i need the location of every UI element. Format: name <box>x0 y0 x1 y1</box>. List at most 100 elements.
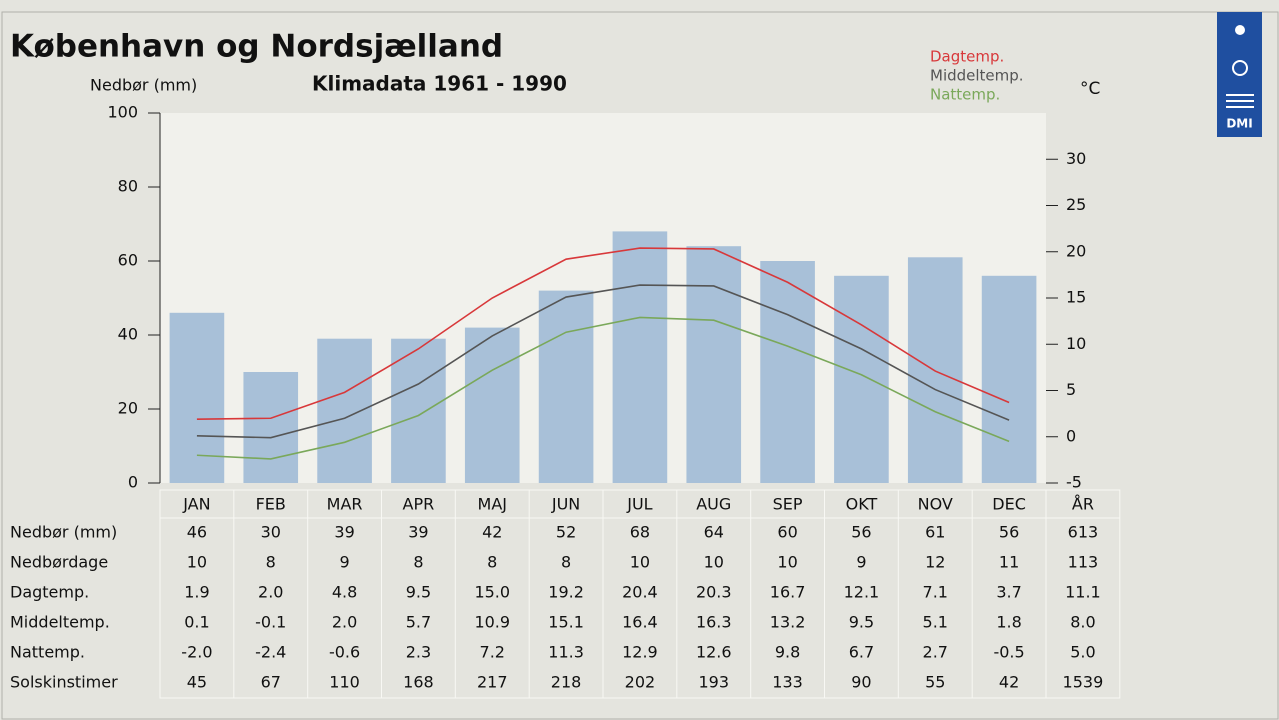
subtitle: Klimadata 1961 - 1990 <box>312 72 567 96</box>
line <box>196 247 1010 420</box>
table-cell: 20.4 <box>622 583 658 602</box>
y2-tick-label: 25 <box>1066 195 1086 214</box>
table-cell: 60 <box>777 523 797 542</box>
table-header: JUL <box>626 495 652 514</box>
table-cell: 217 <box>477 673 508 692</box>
table-cell: 202 <box>625 673 656 692</box>
table-cell: 3.7 <box>996 583 1021 602</box>
legend-entry: Nattemp. <box>930 86 1000 104</box>
table-cell: 39 <box>334 523 354 542</box>
y2-tick-label: 0 <box>1066 426 1076 445</box>
table-cell: 16.3 <box>696 613 732 632</box>
table-cell: 15.1 <box>548 613 584 632</box>
bar <box>243 372 299 483</box>
table-cell: 46 <box>187 523 207 542</box>
bar <box>760 261 815 483</box>
table-cell: 67 <box>261 673 281 692</box>
table-header: MAR <box>327 495 363 514</box>
table-cell: 10 <box>704 553 724 572</box>
y2-tick-label: 5 <box>1066 380 1076 399</box>
table-header: FEB <box>256 495 286 514</box>
row-label: Dagtemp. <box>10 583 89 602</box>
table-cell: -0.1 <box>255 613 286 632</box>
table-cell: 11.1 <box>1065 583 1101 602</box>
table-cell: 10 <box>187 553 207 572</box>
table-cell: 15.0 <box>474 583 510 602</box>
table-cell: 12.9 <box>622 643 658 662</box>
table-cell: 2.0 <box>258 583 283 602</box>
table-cell: 1.9 <box>184 583 209 602</box>
table-header: JUN <box>551 495 580 514</box>
table-cell: 55 <box>925 673 945 692</box>
table-header: ÅR <box>1072 495 1094 514</box>
plot-area <box>160 113 1046 483</box>
table-header: MAJ <box>478 495 507 514</box>
y-tick-label: 60 <box>118 251 138 270</box>
table-cell: 2.0 <box>332 613 357 632</box>
y-tick-label: 100 <box>107 103 138 122</box>
table-bg <box>159 489 1121 699</box>
y-tick-label: 20 <box>118 399 138 418</box>
y-tick-label: 80 <box>118 177 138 196</box>
table-cell: 2.7 <box>923 643 948 662</box>
table-cell: 218 <box>551 673 582 692</box>
table-cell: 12 <box>925 553 945 572</box>
table-cell: 110 <box>329 673 360 692</box>
table-cell: 45 <box>187 673 207 692</box>
table-cell: 6.7 <box>849 643 874 662</box>
table-cell: -2.0 <box>181 643 212 662</box>
table-cell: 5.0 <box>1070 643 1095 662</box>
table-cell: 8 <box>561 553 571 572</box>
table-cell: 133 <box>772 673 803 692</box>
table-cell: 9.8 <box>775 643 800 662</box>
legend-entry: Middeltemp. <box>930 67 1024 85</box>
table-cell: 10 <box>630 553 650 572</box>
table-cell: 0.1 <box>184 613 209 632</box>
y-tick-label: 40 <box>118 325 138 344</box>
bar <box>686 246 742 483</box>
table-cell: 10.9 <box>474 613 510 632</box>
table-header: OKT <box>846 495 878 514</box>
y2-tick-label: -5 <box>1066 473 1082 492</box>
table-cell: 16.7 <box>770 583 806 602</box>
logo-waves <box>1226 94 1254 108</box>
line <box>196 316 1010 460</box>
table-cell: 52 <box>556 523 576 542</box>
row-label: Nattemp. <box>10 643 85 662</box>
table-cell: -0.6 <box>329 643 360 662</box>
table-header: SEP <box>773 495 803 514</box>
table-cell: 11 <box>999 553 1019 572</box>
table-cell: 168 <box>403 673 434 692</box>
table-cell: 12.1 <box>844 583 880 602</box>
table-cell: 10 <box>777 553 797 572</box>
table-cell: -2.4 <box>255 643 286 662</box>
table-cell: 39 <box>408 523 428 542</box>
logo-sun <box>1232 60 1248 76</box>
table-cell: 9 <box>856 553 866 572</box>
table-cell: 11.3 <box>548 643 584 662</box>
bar <box>981 275 1037 483</box>
table-cell: 5.7 <box>406 613 431 632</box>
table-cell: 20.3 <box>696 583 732 602</box>
table-cell: 8 <box>413 553 423 572</box>
y2-label: °C <box>1080 79 1100 99</box>
y2-tick-label: 30 <box>1066 149 1086 168</box>
table-cell: 13.2 <box>770 613 806 632</box>
table-cell: 1.8 <box>996 613 1021 632</box>
table-cell: 42 <box>482 523 502 542</box>
y2-tick-label: 20 <box>1066 241 1086 260</box>
row-label: Nedbørdage <box>10 553 108 572</box>
table-cell: 64 <box>704 523 724 542</box>
row-label: Solskinstimer <box>10 673 118 692</box>
table-cell: 9.5 <box>406 583 431 602</box>
title: København og Nordsjælland <box>10 29 503 65</box>
table-cell: 1539 <box>1063 673 1104 692</box>
table-cell: 12.6 <box>696 643 732 662</box>
table-cell: 8 <box>266 553 276 572</box>
table-cell: 90 <box>851 673 871 692</box>
bar <box>464 327 520 483</box>
table-header: JAN <box>182 495 210 514</box>
y-label: Nedbør (mm) <box>90 76 197 95</box>
table-cell: 56 <box>999 523 1019 542</box>
bar <box>612 231 668 483</box>
